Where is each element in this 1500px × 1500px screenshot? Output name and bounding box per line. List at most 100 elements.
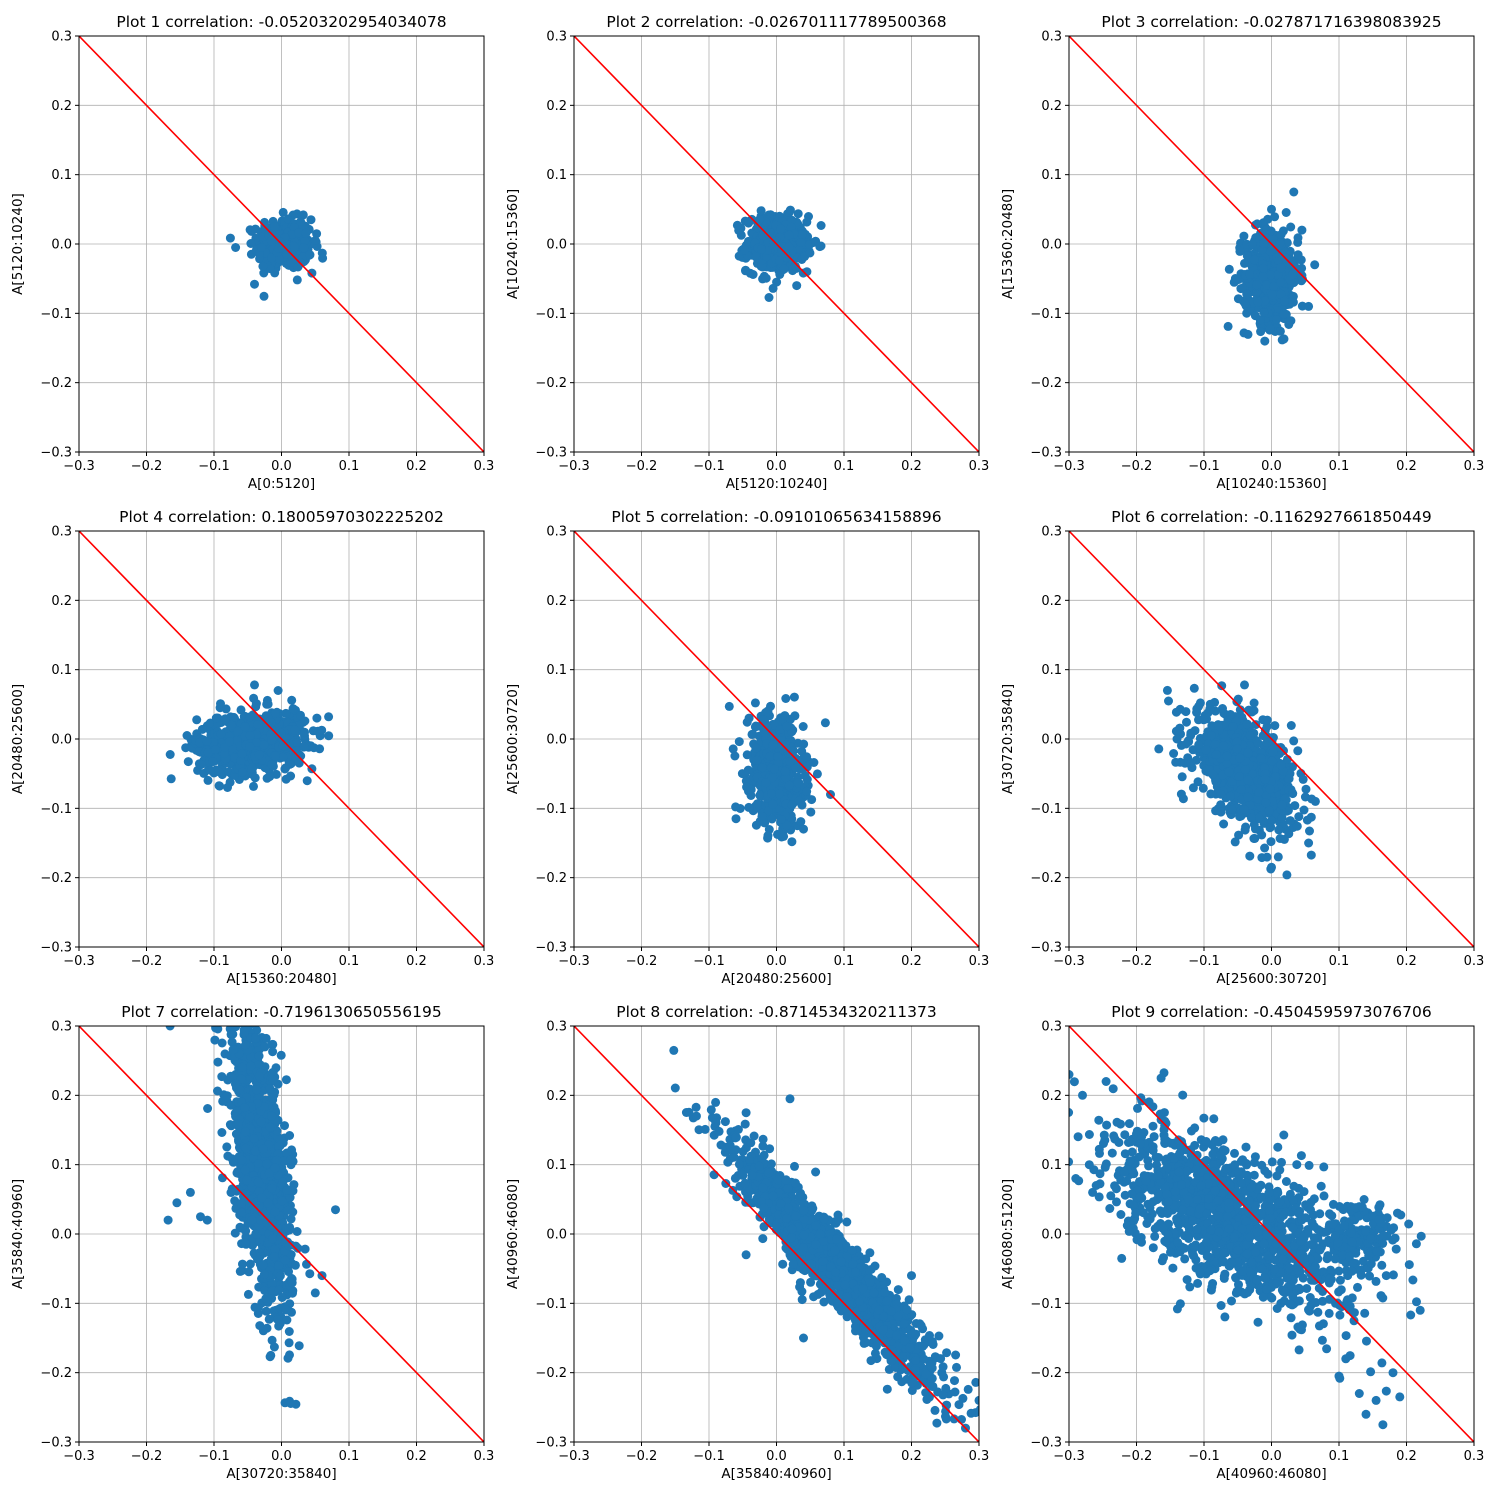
data-point [1277,800,1287,810]
y-tick-label: 0.3 [546,30,567,45]
y-tick-label: 0.3 [51,525,72,540]
data-point [1275,238,1285,248]
data-point [310,236,320,245]
data-point [293,1243,303,1253]
reference-line [79,36,484,452]
data-point [798,722,808,731]
data-point [782,820,792,830]
data-point [1274,825,1284,835]
data-point [284,1327,294,1336]
data-point [816,221,826,230]
subplot-2: −0.3−0.3−0.2−0.2−0.1−0.10.00.00.10.10.20… [505,13,989,492]
data-point [287,230,297,239]
data-point [288,704,298,714]
data-point [751,252,761,262]
data-point [1250,834,1260,843]
data-point [799,824,808,834]
data-point [1288,789,1298,799]
data-point [1253,297,1263,307]
data-point [290,752,300,761]
data-point [806,807,816,817]
data-point [230,1228,240,1238]
data-point [805,248,815,258]
x-tick-label: 0.2 [901,954,922,969]
data-point [1164,696,1173,706]
data-point [756,206,766,216]
data-point [1299,805,1309,815]
data-point [1242,289,1252,299]
data-point [786,222,796,232]
data-point [269,1342,279,1352]
data-point [1242,251,1252,261]
data-point [1240,299,1250,308]
x-tick-label: 0.0 [271,954,292,969]
data-point [768,283,778,293]
data-point [1198,783,1208,793]
data-point [257,243,266,252]
data-point [1270,212,1280,222]
data-point [1293,237,1303,247]
data-point [165,750,175,759]
data-point [197,724,207,734]
data-point [285,1350,294,1360]
data-point [294,1341,304,1351]
data-point [1265,784,1275,794]
y-tick-label: −0.2 [40,871,72,886]
data-point [1286,316,1296,326]
data-point [264,1314,274,1324]
y-tick-label: −0.2 [40,376,72,391]
data-point [757,763,767,773]
data-point [1243,792,1253,802]
y-tick-label: 0.0 [51,733,72,748]
data-point [195,737,205,747]
data-point [748,270,758,279]
data-point [764,229,774,239]
data-point [234,741,244,751]
x-tick-label: −0.1 [1188,954,1220,969]
data-point [764,293,774,302]
data-point [802,752,812,762]
scatter-points [732,205,826,302]
data-point [259,291,269,301]
data-point [793,778,803,788]
y-tick-label: 0.0 [51,238,72,253]
data-point [306,215,316,225]
data-point [1235,753,1245,763]
plot-title: Plot 3 correlation: -0.02787171639808392… [1101,13,1441,31]
data-point [1277,813,1287,823]
data-point [221,1092,231,1102]
data-point [1258,272,1268,281]
data-point [761,778,771,788]
data-point [757,261,767,271]
data-point [773,752,783,762]
data-point [1181,707,1191,717]
data-point [779,264,789,274]
data-point [1193,777,1203,787]
data-point [802,217,812,227]
data-point [1306,812,1316,822]
data-point [1182,717,1191,727]
data-point [755,214,765,224]
data-point [1246,813,1256,823]
data-point [229,712,239,722]
data-point [799,739,809,749]
data-point [245,742,255,752]
data-point [240,722,250,732]
data-point [1243,775,1253,785]
data-point [748,729,758,739]
data-point [1239,805,1249,814]
data-point [1273,256,1283,266]
data-point [787,837,797,847]
subplot-3: −0.3−0.3−0.2−0.2−0.1−0.10.00.00.10.10.20… [1000,13,1484,492]
data-point [1227,805,1237,814]
data-point [1304,301,1314,311]
data-point [1232,697,1242,707]
x-axis-label: A[5120:10240] [726,476,828,492]
data-point [768,799,778,809]
y-tick-label: −0.2 [535,871,567,886]
data-point [744,713,754,723]
data-point [776,815,786,824]
data-point [213,1086,222,1096]
x-tick-label: −0.1 [198,459,230,474]
data-point [782,721,792,731]
